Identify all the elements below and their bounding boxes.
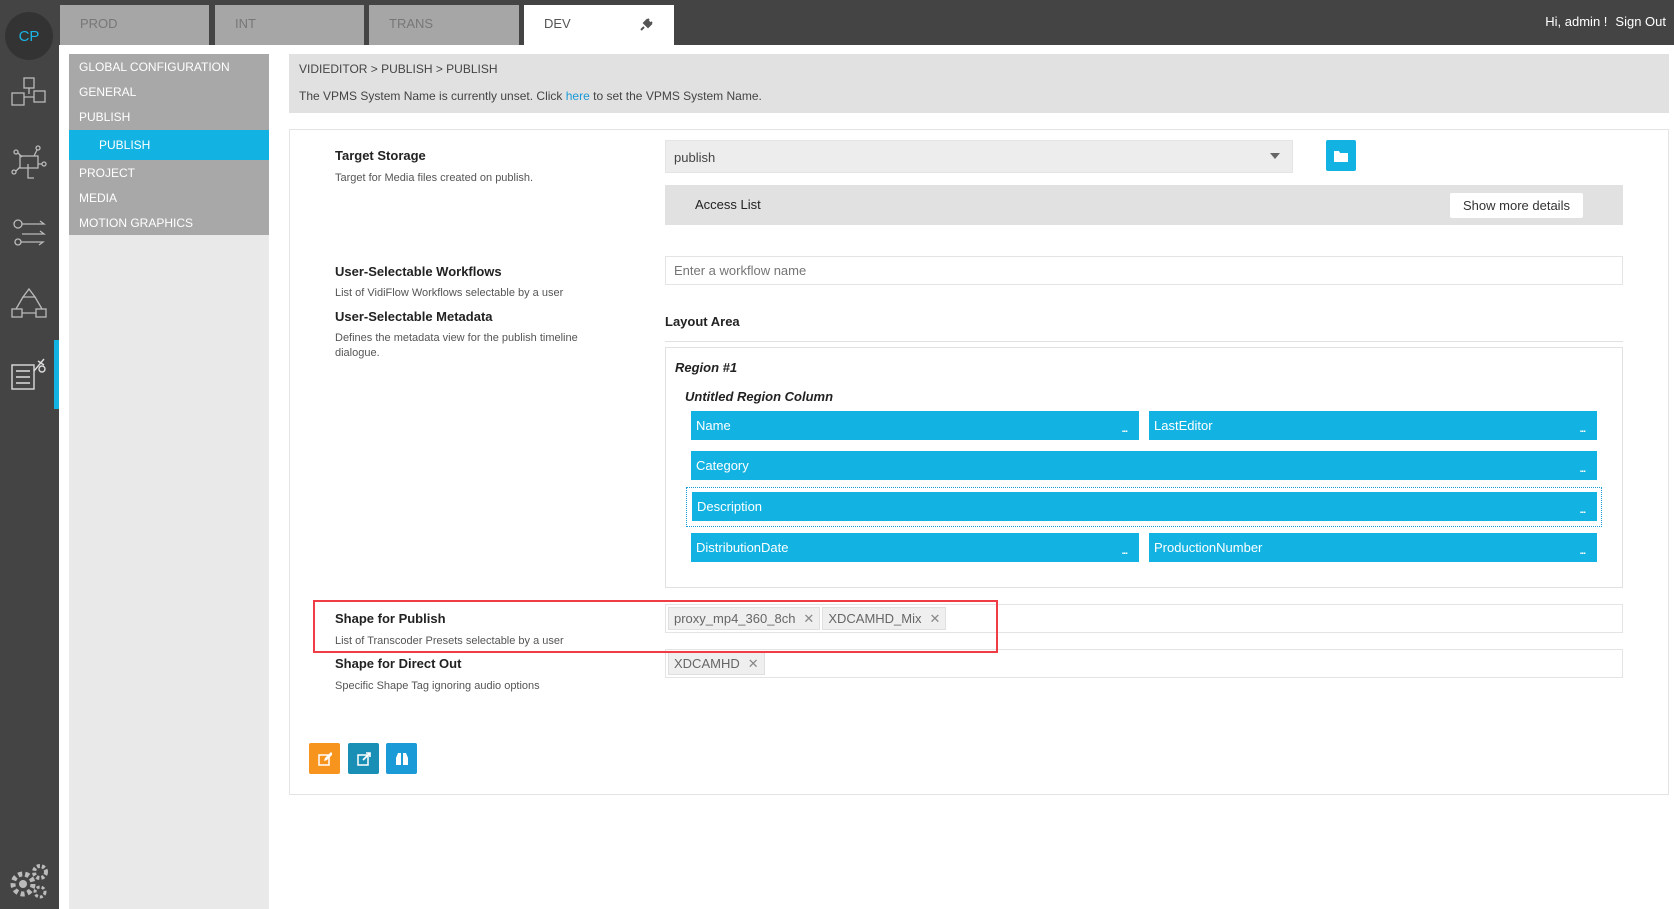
selected-field-outline <box>686 487 1602 527</box>
field-options-button[interactable]: ... <box>1579 464 1586 475</box>
tag-chip: XDCAMHD ✕ <box>668 652 765 675</box>
shape-direct-input[interactable]: XDCAMHD ✕ <box>665 649 1623 678</box>
logo[interactable]: CP <box>5 12 53 60</box>
workflows-label: User-Selectable Workflows <box>335 264 502 279</box>
field-description[interactable]: Description... <box>692 492 1597 521</box>
nav-item-publish-sub[interactable]: PUBLISH <box>69 130 269 160</box>
inspect-button[interactable] <box>386 743 417 774</box>
sidebar-nav: GLOBAL CONFIGURATION GENERAL PUBLISH PUB… <box>69 54 269 235</box>
target-storage-select[interactable]: publish <box>665 140 1293 173</box>
system-name-notice: The VPMS System Name is currently unset.… <box>299 89 1659 103</box>
tab-label: PROD <box>80 16 118 31</box>
field-options-button[interactable]: ... <box>1121 546 1128 557</box>
nav-item-motion-graphics[interactable]: MOTION GRAPHICS <box>79 216 194 230</box>
tag-label: XDCAMHD <box>674 656 740 671</box>
workflow-name-input[interactable] <box>665 256 1623 285</box>
tab-int[interactable]: INT <box>215 5 364 45</box>
sign-out-link[interactable]: Sign Out <box>1615 14 1666 29</box>
cubes-icon[interactable] <box>8 73 50 115</box>
shape-direct-label: Shape for Direct Out <box>335 656 462 671</box>
tab-prod[interactable]: PROD <box>60 5 209 45</box>
field-category[interactable]: Category... <box>691 451 1597 480</box>
remove-tag-icon[interactable]: ✕ <box>803 611 815 626</box>
metadata-label: User-Selectable Metadata <box>335 309 493 324</box>
folder-icon <box>1334 150 1348 162</box>
field-distributiondate[interactable]: DistributionDate... <box>691 533 1139 562</box>
field-label: Description <box>697 499 763 514</box>
nav-item-general[interactable]: GENERAL <box>79 85 137 99</box>
notice-text: The VPMS System Name is currently unset.… <box>299 89 566 103</box>
nav-item-publish[interactable]: PUBLISH <box>79 110 131 124</box>
field-label: Name <box>696 418 731 433</box>
remove-tag-icon[interactable]: ✕ <box>747 656 759 671</box>
diagram-icon[interactable] <box>8 283 50 325</box>
field-label: ProductionNumber <box>1154 540 1263 555</box>
active-indicator <box>54 340 59 409</box>
tab-label: INT <box>235 16 256 31</box>
show-more-details-button[interactable]: Show more details <box>1450 193 1583 218</box>
field-productionnumber[interactable]: ProductionNumber... <box>1149 533 1597 562</box>
notice-text: to set the VPMS System Name. <box>589 89 762 103</box>
set-system-name-link[interactable]: here <box>565 89 590 103</box>
edit-icon <box>317 751 332 766</box>
user-area: Hi, admin ! Sign Out <box>1537 14 1666 29</box>
highlight-box <box>313 600 998 653</box>
field-options-button[interactable]: ... <box>1121 424 1128 435</box>
region-column-title: Untitled Region Column <box>685 389 834 404</box>
tag-label: XDCAMHD_Mix <box>828 611 922 626</box>
shape-direct-desc: Specific Shape Tag ignoring audio option… <box>335 680 540 692</box>
nav-item-project[interactable]: PROJECT <box>79 166 136 180</box>
field-name[interactable]: Name... <box>691 411 1139 440</box>
plug-icon[interactable] <box>638 17 654 33</box>
layout-area-label: Layout Area <box>665 314 740 329</box>
access-list-label: Access List <box>695 197 761 212</box>
edit-button[interactable] <box>309 743 340 774</box>
open-external-button[interactable] <box>348 743 379 774</box>
left-icon-bar <box>0 0 59 909</box>
region-box <box>665 347 1623 588</box>
tag-label: proxy_mp4_360_8ch <box>674 611 796 626</box>
shape-publish-desc: List of Transcoder Presets selectable by… <box>335 635 564 647</box>
field-options-button[interactable]: ... <box>1579 424 1586 435</box>
gears-icon[interactable] <box>8 860 50 902</box>
field-label: DistributionDate <box>696 540 789 555</box>
tab-label: DEV <box>544 16 571 31</box>
chevron-down-icon <box>1270 153 1280 159</box>
field-label: Category <box>696 458 749 473</box>
network-touch-icon[interactable] <box>8 142 50 184</box>
publish-editor-icon[interactable] <box>8 353 50 395</box>
greeting: Hi, admin ! <box>1545 14 1608 29</box>
workflow-icon[interactable] <box>8 212 50 254</box>
binoculars-icon <box>395 752 408 765</box>
field-options-button[interactable]: ... <box>1579 505 1586 516</box>
browse-folder-button[interactable] <box>1326 140 1356 171</box>
main-panel <box>289 129 1669 795</box>
remove-tag-icon[interactable]: ✕ <box>929 611 941 626</box>
tab-trans[interactable]: TRANS <box>369 5 519 45</box>
field-lasteditor[interactable]: LastEditor... <box>1149 411 1597 440</box>
shape-publish-label: Shape for Publish <box>335 611 446 626</box>
breadcrumb: VIDIEDITOR > PUBLISH > PUBLISH <box>299 62 498 76</box>
divider <box>665 341 1623 342</box>
header-panel: VIDIEDITOR > PUBLISH > PUBLISH The VPMS … <box>289 54 1669 113</box>
nav-item-global-configuration[interactable]: GLOBAL CONFIGURATION <box>79 60 230 74</box>
tab-dev[interactable]: DEV <box>524 5 674 45</box>
target-storage-desc: Target for Media files created on publis… <box>335 172 534 184</box>
metadata-desc: Defines the metadata view for the publis… <box>335 332 578 359</box>
nav-item-media[interactable]: MEDIA <box>79 191 118 205</box>
tag-chip: proxy_mp4_360_8ch ✕ <box>668 607 821 630</box>
select-value: publish <box>674 150 716 165</box>
tag-chip: XDCAMHD_Mix ✕ <box>822 607 947 630</box>
region-title: Region #1 <box>675 360 738 375</box>
field-options-button[interactable]: ... <box>1579 546 1586 557</box>
workflows-desc: List of VidiFlow Workflows selectable by… <box>335 287 564 299</box>
external-link-icon <box>356 751 371 766</box>
field-label: LastEditor <box>1154 418 1213 433</box>
target-storage-label: Target Storage <box>335 148 426 163</box>
tab-label: TRANS <box>389 16 434 31</box>
shape-publish-input[interactable]: proxy_mp4_360_8ch ✕ XDCAMHD_Mix ✕ <box>665 604 1623 633</box>
